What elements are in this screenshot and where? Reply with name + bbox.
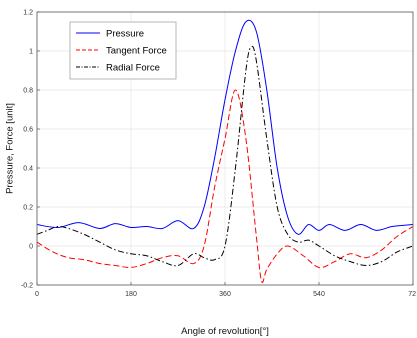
y-tick-label: 1.2 <box>23 10 33 17</box>
series-line-radial-force <box>36 45 414 267</box>
legend-entry-tangent-force: Tangent Force <box>76 46 167 57</box>
y-tick-label: 0.6 <box>23 127 33 134</box>
x-tick-label: 360 <box>219 291 231 298</box>
y-axis-ticks: -0.2 0 0.2 0.4 0.6 0.8 1 1.2 <box>21 10 40 290</box>
legend-label-radial-force: Radial Force <box>106 63 160 74</box>
series-lines <box>36 19 414 283</box>
series-line-tangent-force <box>36 89 414 283</box>
x-tick-label: 0 <box>35 291 39 298</box>
y-tick-label: 0.4 <box>23 166 33 173</box>
x-axis-ticks: 0 180 360 540 72 <box>35 282 416 298</box>
x-tick-label: 540 <box>313 291 325 298</box>
legend-label-pressure: Pressure <box>106 29 144 40</box>
y-tick-label: 0.8 <box>23 88 33 95</box>
x-axis-label: Angle of revolution[°] <box>181 326 269 337</box>
legend-entry-pressure: Pressure <box>76 29 144 40</box>
y-tick-label: 0.2 <box>23 205 33 212</box>
legend-entry-radial-force: Radial Force <box>76 63 160 74</box>
y-tick-label: 1 <box>29 49 33 56</box>
series-line-pressure <box>36 19 414 235</box>
y-tick-label: 0 <box>29 244 33 251</box>
y-axis-label: Pressure, Force [unit] <box>5 103 16 194</box>
legend: Pressure Tangent Force Radial Force <box>69 21 177 80</box>
x-tick-label: 180 <box>125 291 137 298</box>
legend-box <box>69 21 177 80</box>
legend-label-tangent-force: Tangent Force <box>106 46 167 57</box>
y-tick-label: -0.2 <box>21 283 33 290</box>
x-tick-label: 72 <box>408 291 416 298</box>
